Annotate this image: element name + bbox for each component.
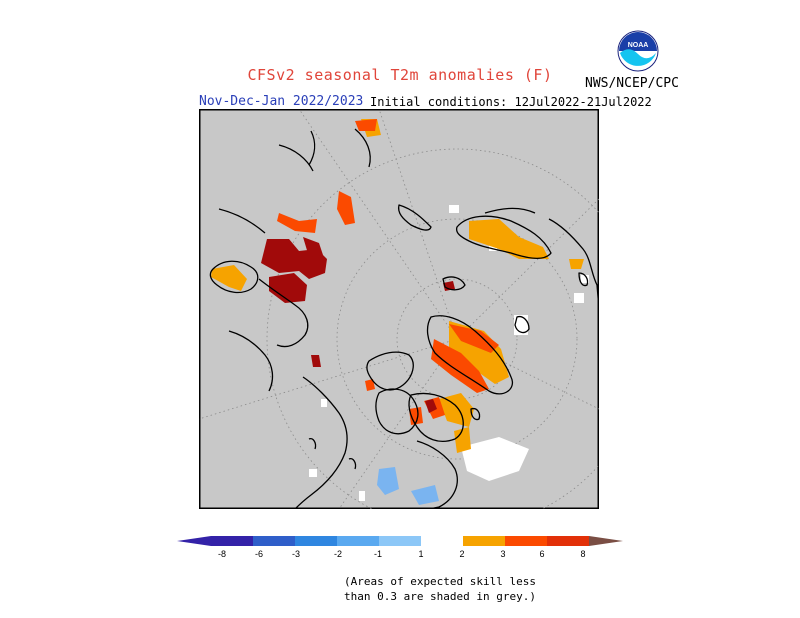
noaa-logo: NOAA <box>617 30 659 72</box>
legend-label: 6 <box>539 549 544 559</box>
legend-label: 8 <box>580 549 585 559</box>
legend-label: -2 <box>334 549 342 559</box>
legend-swatch-6 <box>421 536 463 546</box>
initial-conditions: Initial conditions: 12Jul2022-21Jul2022 <box>370 95 652 109</box>
legend-label: -6 <box>255 549 263 559</box>
legend-swatch-5 <box>379 536 421 546</box>
map-background <box>198 108 600 510</box>
legend-swatch-8 <box>505 536 547 546</box>
skill-note-line1: (Areas of expected skill less <box>343 575 537 588</box>
legend-label: -8 <box>218 549 226 559</box>
legend-swatch-4 <box>337 536 379 546</box>
warm-anomaly-2 <box>277 119 499 425</box>
legend-arrow-left <box>177 536 211 546</box>
skill-note-line2: than 0.3 are shaded in grey.) <box>343 590 537 603</box>
warm-anomaly-3 <box>261 237 455 413</box>
chart-title: CFSv2 seasonal T2m anomalies (F) <box>247 66 553 84</box>
legend-swatch-2 <box>253 536 295 546</box>
cold-anomaly-areas <box>377 467 439 505</box>
legend-label: 1 <box>418 549 423 559</box>
legend-label: 3 <box>500 549 505 559</box>
legend-arrow-right <box>589 536 623 546</box>
legend-swatch-9 <box>547 536 589 546</box>
legend-label: -1 <box>374 549 382 559</box>
legend-swatch-7 <box>463 536 505 546</box>
legend-swatch-3 <box>295 536 337 546</box>
anomaly-map <box>198 108 648 530</box>
coastlines <box>209 128 600 510</box>
legend-label: -3 <box>292 549 300 559</box>
color-bar-legend: -8 -6 -3 -2 -1 1 2 3 6 8 <box>175 532 625 562</box>
legend-swatch-1 <box>211 536 253 546</box>
agency-label: NWS/NCEP/CPC <box>585 76 679 91</box>
svg-text:NOAA: NOAA <box>628 42 649 49</box>
forecast-period: Nov-Dec-Jan 2022/2023 <box>199 94 364 109</box>
legend-label: 2 <box>459 549 464 559</box>
